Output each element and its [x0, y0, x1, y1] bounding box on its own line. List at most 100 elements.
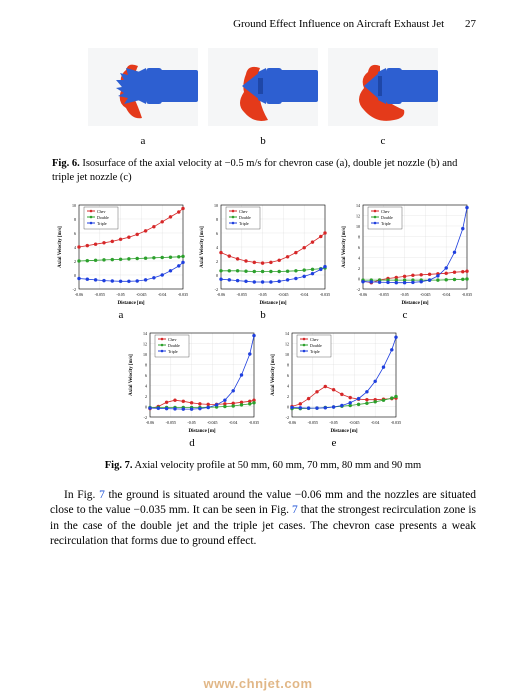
svg-text:-0.04: -0.04: [300, 292, 308, 297]
svg-text:6: 6: [358, 245, 360, 250]
svg-text:Chev: Chev: [310, 337, 318, 342]
svg-text:-0.035: -0.035: [320, 292, 330, 297]
chart-b: -0.06-0.055-0.05-0.045-0.04-0.035-202468…: [195, 199, 331, 307]
svg-text:-0.06: -0.06: [359, 292, 367, 297]
svg-text:6: 6: [145, 373, 147, 378]
svg-text:-0.045: -0.045: [136, 292, 146, 297]
fig7-row1: -0.06 -0.055 -0.05 -0.045 -0.04 -0.035 -2 0 2 4 6 8…: [50, 199, 476, 321]
page-number: 27: [465, 18, 476, 30]
fig7-label-e: e: [266, 437, 402, 449]
svg-text:-2: -2: [144, 415, 147, 420]
chart-e: -0.06-0.055-0.05-0.045-0.04-0.035-202468…: [266, 327, 402, 435]
fig6-label: Fig. 6.: [52, 158, 80, 169]
svg-text:Distance [m]: Distance [m]: [188, 429, 215, 434]
fig6-caption: Fig. 6. Isosurface of the axial velocity…: [52, 157, 474, 185]
svg-text:Triple: Triple: [97, 221, 107, 226]
fig6-label-a: a: [88, 135, 198, 147]
svg-text:Axial Velocity [m/s]: Axial Velocity [m/s]: [342, 226, 347, 268]
svg-text:12: 12: [285, 342, 289, 347]
svg-text:0: 0: [145, 405, 147, 410]
svg-text:-0.045: -0.045: [420, 292, 430, 297]
svg-text:Distance [m]: Distance [m]: [259, 301, 286, 306]
svg-text:2: 2: [216, 259, 218, 264]
svg-text:Triple: Triple: [168, 349, 178, 354]
fig6-label-b: b: [208, 135, 318, 147]
svg-text:-0.05: -0.05: [116, 292, 124, 297]
chart-c: -0.06-0.055-0.05-0.045-0.04-0.035-202468…: [337, 199, 473, 307]
svg-text:-0.05: -0.05: [400, 292, 408, 297]
fig6-row: a b c: [50, 48, 476, 147]
svg-text:-0.045: -0.045: [278, 292, 288, 297]
svg-text:10: 10: [356, 224, 360, 229]
svg-text:0: 0: [216, 273, 218, 278]
svg-text:Double: Double: [239, 215, 251, 220]
fig7-label-b: b: [195, 309, 331, 321]
svg-text:Chev: Chev: [97, 209, 105, 214]
svg-text:Distance [m]: Distance [m]: [330, 429, 357, 434]
body-paragraph: In Fig. 7 the ground is situated around …: [50, 488, 476, 550]
svg-text:-0.055: -0.055: [308, 420, 318, 425]
fig7-row2: -0.06-0.055-0.05-0.045-0.04-0.035-202468…: [50, 327, 476, 449]
svg-text:4: 4: [287, 384, 289, 389]
svg-text:-2: -2: [357, 287, 360, 292]
svg-text:10: 10: [143, 352, 147, 357]
fig7-cell-b: -0.06-0.055-0.05-0.045-0.04-0.035-202468…: [195, 199, 331, 321]
svg-text:14: 14: [356, 203, 360, 208]
svg-text:Double: Double: [381, 215, 393, 220]
fig7-label-c: c: [337, 309, 473, 321]
svg-text:-0.06: -0.06: [288, 420, 296, 425]
svg-text:4: 4: [358, 256, 360, 261]
svg-text:8: 8: [358, 235, 360, 240]
svg-text:12: 12: [356, 214, 360, 219]
svg-text:2: 2: [287, 394, 289, 399]
svg-text:Distance [m]: Distance [m]: [401, 301, 428, 306]
svg-text:-0.05: -0.05: [329, 420, 337, 425]
chart-a: -0.06-0.055-0.05-0.045-0.04-0.035-202468…: [53, 199, 189, 307]
svg-text:10: 10: [214, 203, 218, 208]
svg-text:Axial Velocity [m/s]: Axial Velocity [m/s]: [271, 354, 276, 396]
svg-text:4: 4: [74, 245, 76, 250]
running-head: Ground Effect Influence on Aircraft Exha…: [50, 18, 476, 30]
svg-text:10: 10: [285, 352, 289, 357]
fig7-cell-e: -0.06-0.055-0.05-0.045-0.04-0.035-202468…: [266, 327, 402, 449]
svg-text:-0.055: -0.055: [237, 292, 247, 297]
svg-text:-2: -2: [215, 287, 218, 292]
svg-text:8: 8: [287, 363, 289, 368]
svg-text:-0.055: -0.055: [379, 292, 389, 297]
fig7-caption: Fig. 7. Axial velocity profile at 50 mm,…: [52, 459, 474, 473]
svg-text:Double: Double: [310, 343, 322, 348]
svg-text:0: 0: [358, 277, 360, 282]
svg-text:-0.04: -0.04: [229, 420, 237, 425]
svg-text:4: 4: [216, 245, 218, 250]
fig6-caption-text: Isosurface of the axial velocity at −0.5…: [52, 158, 457, 183]
svg-text:Triple: Triple: [310, 349, 320, 354]
fig7-label-a: a: [53, 309, 189, 321]
nozzle-render: [208, 48, 318, 126]
nozzle-render: [88, 48, 198, 126]
fig7-cell-c: -0.06-0.055-0.05-0.045-0.04-0.035-202468…: [337, 199, 473, 321]
svg-text:Double: Double: [168, 343, 180, 348]
svg-text:12: 12: [143, 342, 147, 347]
svg-text:Axial Velocity [m/s]: Axial Velocity [m/s]: [200, 226, 205, 268]
svg-text:-0.04: -0.04: [442, 292, 450, 297]
svg-text:-2: -2: [73, 287, 76, 292]
svg-text:Chev: Chev: [168, 337, 176, 342]
svg-text:6: 6: [287, 373, 289, 378]
svg-text:2: 2: [145, 394, 147, 399]
svg-text:Distance [m]: Distance [m]: [117, 301, 144, 306]
svg-text:10: 10: [72, 203, 76, 208]
fig7-cell-a: -0.06-0.055-0.05-0.045-0.04-0.035-202468…: [53, 199, 189, 321]
svg-text:2: 2: [74, 259, 76, 264]
svg-text:Axial Velocity [m/s]: Axial Velocity [m/s]: [58, 226, 63, 268]
watermark: www.chnjet.com: [203, 676, 312, 691]
svg-text:Triple: Triple: [239, 221, 249, 226]
svg-text:-0.035: -0.035: [249, 420, 259, 425]
svg-text:14: 14: [143, 331, 147, 336]
fig7-cell-d: -0.06-0.055-0.05-0.045-0.04-0.035-202468…: [124, 327, 260, 449]
fig7-label-d: d: [124, 437, 260, 449]
svg-text:Chev: Chev: [381, 209, 389, 214]
svg-text:4: 4: [145, 384, 147, 389]
svg-text:Chev: Chev: [239, 209, 247, 214]
fig6-label-c: c: [328, 135, 438, 147]
svg-text:2: 2: [358, 266, 360, 271]
